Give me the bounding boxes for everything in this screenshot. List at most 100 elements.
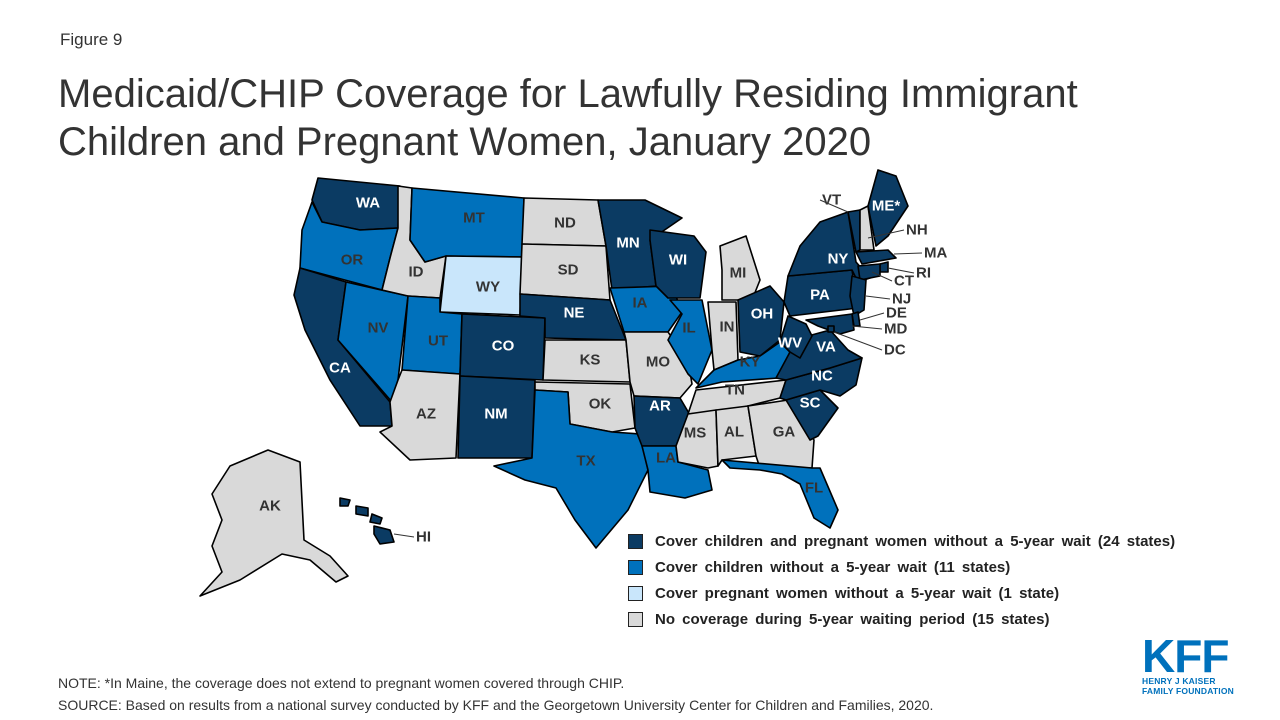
leader-md [851,325,883,330]
state-fl [721,459,839,529]
state-label-nj: NJ [892,291,911,308]
leader-nj [865,295,891,300]
state-label-nh: NH [906,222,928,239]
leader-dc [833,331,883,351]
state-ny [787,211,871,283]
footnote: NOTE: *In Maine, the coverage does not e… [58,675,625,691]
leader-ct [871,271,893,282]
state-label-sc: SC [800,395,821,412]
state-in [707,301,739,371]
state-label-vt: VT [822,192,841,209]
state-me [867,169,909,247]
legend-item-pregnant: Cover pregnant women without a 5-year wa… [628,580,1175,606]
state-label-mn: MN [616,235,639,252]
state-label-fl: FL [805,480,823,497]
source-note: SOURCE: Based on results from a national… [58,697,934,713]
state-label-ri: RI [916,265,931,282]
state-label-ia: IA [633,295,648,312]
state-label-tx: TX [576,453,595,470]
state-label-ks: KS [580,352,601,369]
leader-nh [867,229,905,239]
title-line-2: Children and Pregnant Women, January 202… [58,120,872,164]
state-nh [859,205,875,251]
page-title: Medicaid/CHIP Coverage for Lawfully Resi… [58,70,1208,166]
state-label-tn: TN [725,382,745,399]
state-label-az: AZ [416,406,436,423]
state-label-oh: OH [751,306,774,323]
state-label-ny: NY [828,251,849,268]
legend-swatch-pregnant [628,585,643,601]
legend-label-both: Cover children and pregnant women withou… [655,532,1176,550]
state-label-ms: MS [684,425,707,442]
leader-de [859,312,885,321]
state-tx [493,389,649,549]
leader-hi [393,533,415,538]
state-label-ak: AK [259,498,281,515]
state-label-nm: NM [484,406,507,423]
state-label-al: AL [724,424,744,441]
state-ne [519,293,627,341]
state-ak [199,449,349,597]
state-hi [339,497,395,545]
state-il [667,299,713,385]
state-label-mo: MO [646,354,670,371]
logo-line-1: HENRY J KAISER [1142,676,1216,686]
state-al [715,405,757,467]
state-md [805,313,855,335]
legend-label-children: Cover children without a 5-year wait (11… [655,558,1011,576]
state-label-id: ID [409,264,424,281]
kff-logo: KFF HENRY J KAISER FAMILY FOUNDATION [1142,630,1238,696]
state-label-ma: MA [924,245,947,262]
state-dc [827,325,835,333]
state-ma [855,249,897,265]
state-label-de: DE [886,305,907,322]
legend-swatch-both [628,533,643,549]
logo-line-2: FAMILY FOUNDATION [1142,686,1235,696]
state-label-ok: OK [589,396,612,413]
state-label-pa: PA [810,287,830,304]
state-wi [649,229,707,299]
legend-swatch-none [628,611,643,627]
legend-item-children: Cover children without a 5-year wait (11… [628,554,1175,580]
state-wv [779,315,813,359]
state-label-ne: NE [564,305,585,322]
state-label-ky: KY [740,354,761,371]
figure-label: Figure 9 [60,30,123,49]
leader-vt [819,199,849,213]
legend-label-pregnant: Cover pregnant women without a 5-year wa… [655,584,1060,602]
state-label-ga: GA [773,424,796,441]
state-label-nd: ND [554,215,576,232]
state-label-la: LA [656,450,676,467]
state-label-in: IN [720,319,735,336]
state-label-co: CO [492,338,515,355]
state-label-sd: SD [558,262,579,279]
legend-swatch-children [628,559,643,575]
title-line-1: Medicaid/CHIP Coverage for Lawfully Resi… [58,72,1078,116]
logo-mark: KFF [1142,630,1229,682]
state-label-ar: AR [649,398,671,415]
state-ct [857,263,881,281]
state-nj [849,275,867,317]
state-label-ct: CT [894,273,914,290]
state-label-wv: WV [778,335,802,352]
state-ri [879,261,889,273]
legend-label-none: No coverage during 5-year waiting period… [655,610,1050,628]
state-label-dc: DC [884,342,906,359]
state-label-il: IL [682,320,695,337]
state-label-md: MD [884,321,907,338]
state-label-or: OR [341,252,364,269]
state-label-ca: CA [329,360,351,377]
legend-item-both: Cover children and pregnant women withou… [628,528,1175,554]
state-label-ut: UT [428,333,448,350]
state-label-va: VA [816,339,836,356]
state-label-wy: WY [476,279,500,296]
state-label-mt: MT [463,210,485,227]
state-label-nc: NC [811,368,833,385]
map-legend: Cover children and pregnant women withou… [628,528,1175,632]
state-label-mi: MI [730,265,747,282]
state-label-me: ME* [872,198,901,215]
state-label-nv: NV [368,320,389,337]
state-label-wi: WI [669,252,687,269]
leader-ri [887,267,915,274]
